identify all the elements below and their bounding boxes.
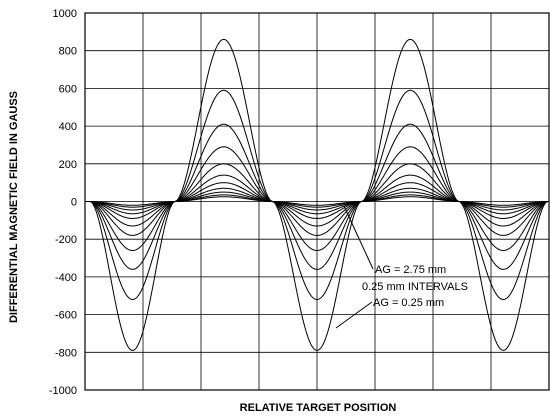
y-tick-label-0: 1000 (53, 8, 77, 20)
annotation-ag-max: AG = 2.75 mm (375, 264, 446, 276)
annotation-leader-bottom (335, 301, 373, 329)
series-line-ag-8 (85, 191, 549, 211)
annotation-intervals: 0.25 mm INTERVALS (362, 281, 468, 293)
series-line-ag-0 (85, 38, 549, 351)
y-tick-label-8: -600 (55, 310, 77, 322)
y-tick-label-3: 400 (59, 121, 77, 133)
annotation-group: AG = 2.75 mm 0.25 mm INTERVALS AG = 0.25… (335, 205, 468, 329)
series-line-ag-1 (85, 89, 549, 301)
y-tick-label-4: 200 (59, 159, 77, 171)
series-line-ag-5 (85, 174, 549, 227)
grid (85, 12, 549, 391)
y-tick-label-10: -1000 (49, 385, 77, 397)
series-line-ag-2 (85, 123, 549, 270)
series-line-ag-3 (85, 146, 549, 251)
y-tick-labels: 1000 800 600 400 200 0 -200 -400 -600 -800 -1000 (49, 8, 77, 397)
y-tick-label-2: 600 (59, 83, 77, 95)
plot-border (84, 12, 550, 391)
plot-frame (84, 12, 550, 391)
y-tick-label-7: -400 (55, 272, 77, 284)
series-group (85, 38, 549, 351)
series-line-ag-6 (85, 182, 549, 220)
y-tick-label-9: -800 (55, 347, 77, 359)
y-tick-label-6: -200 (55, 234, 77, 246)
annotation-leader-top (343, 205, 374, 270)
series-line-ag-4 (85, 163, 549, 236)
annotation-ag-min: AG = 0.25 mm (373, 297, 444, 309)
series-line-ag-10 (85, 196, 549, 206)
y-tick-label-5: 0 (71, 197, 77, 209)
y-tick-label-1: 800 (59, 46, 77, 58)
series-line-ag-7 (85, 187, 549, 215)
y-axis-label: DIFFERENTIAL MAGNETIC FIELD IN GAUSS (8, 91, 20, 323)
x-axis-label: RELATIVE TARGET POSITION (240, 402, 397, 414)
